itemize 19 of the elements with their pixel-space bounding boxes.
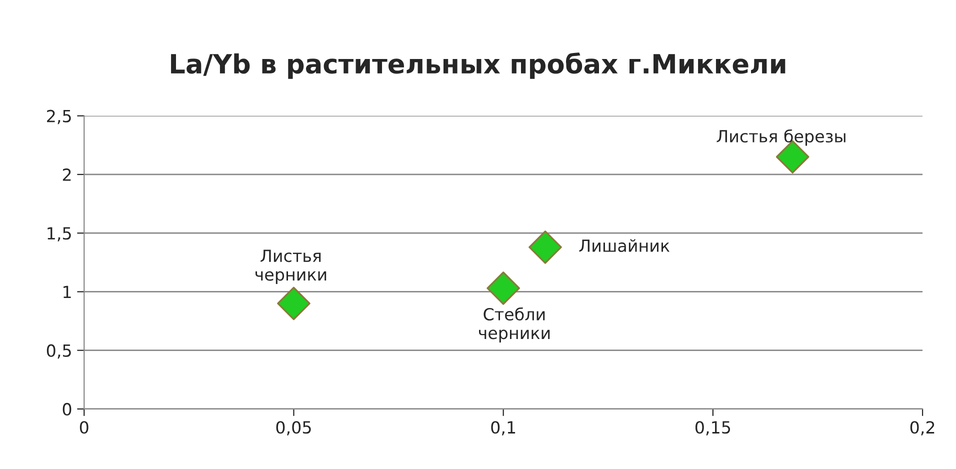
- y-tick-label: 1,5: [48, 227, 71, 242]
- annotation: Листья березы: [716, 129, 846, 146]
- x-tick-label: 0,1: [491, 421, 516, 436]
- y-tick-label: 2: [62, 168, 71, 181]
- y-tick-label: 2,5: [47, 110, 71, 124]
- y-tick-label: 0: [62, 402, 72, 416]
- annotation: Стебли черники: [479, 307, 550, 342]
- x-tick-label: 0: [80, 421, 88, 434]
- x-tick-label: 0,05: [276, 421, 311, 436]
- point: [528, 230, 562, 264]
- point: [486, 272, 520, 305]
- x-tick-label: 0,15: [695, 421, 730, 436]
- y-tick-label: 0,5: [46, 344, 71, 359]
- y-tick-label: 1: [64, 286, 71, 298]
- point: [277, 286, 310, 320]
- annotation: Лишайник: [579, 239, 670, 252]
- chart-title: La/Yb в растительных пробах г.Миккели: [171, 52, 786, 79]
- x-tick-label: 0,2: [910, 421, 934, 436]
- annotation: Листья черники: [256, 250, 326, 284]
